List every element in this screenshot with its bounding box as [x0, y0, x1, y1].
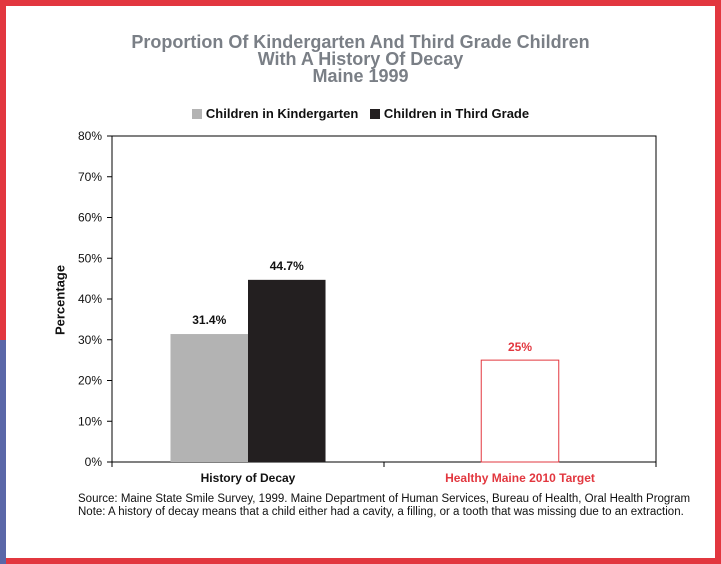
side-accent-strip [0, 340, 6, 564]
bar-kindergarten [170, 334, 248, 462]
y-tick-label: 50% [78, 251, 102, 265]
y-tick-label: 30% [78, 333, 102, 347]
target-data-label: 25% [508, 340, 532, 354]
y-tick-label: 80% [78, 129, 102, 143]
chart-title-line-3: Maine 1999 [312, 66, 409, 86]
chart-title: Proportion Of Kindergarten And Third Gra… [0, 32, 721, 86]
y-tick-label: 70% [78, 170, 102, 184]
bar-data-label: 31.4% [192, 313, 226, 327]
legend-swatch-kindergarten [191, 109, 202, 119]
legend-item-third-grade: Children in Third Grade [369, 106, 530, 121]
y-tick-label: 0% [85, 455, 103, 469]
bar-third-grade [248, 279, 326, 462]
x-category-label: Healthy Maine 2010 Target [445, 471, 595, 485]
y-tick-label: 20% [78, 374, 102, 388]
target-bar [480, 359, 560, 463]
chart-title-line-1: Proportion Of Kindergarten And Third Gra… [131, 32, 590, 52]
y-tick-label: 40% [78, 292, 102, 306]
legend-label-kindergarten: Children in Kindergarten [205, 106, 359, 121]
chart-title-line-2: With A History Of Decay [257, 49, 464, 69]
legend-swatch-third-grade [369, 109, 380, 119]
bar-data-label: 44.7% [270, 259, 304, 273]
source-note: Source: Maine State Smile Survey, 1999. … [78, 493, 691, 518]
legend-item-kindergarten: Children in Kindergarten [191, 106, 359, 121]
x-category-label: History of Decay [201, 471, 296, 485]
chart-legend: Children in Kindergarten Children in Thi… [0, 106, 721, 121]
y-tick-label: 10% [78, 414, 102, 428]
y-tick-label: 60% [78, 211, 102, 225]
legend-label-third-grade: Children in Third Grade [383, 106, 530, 121]
